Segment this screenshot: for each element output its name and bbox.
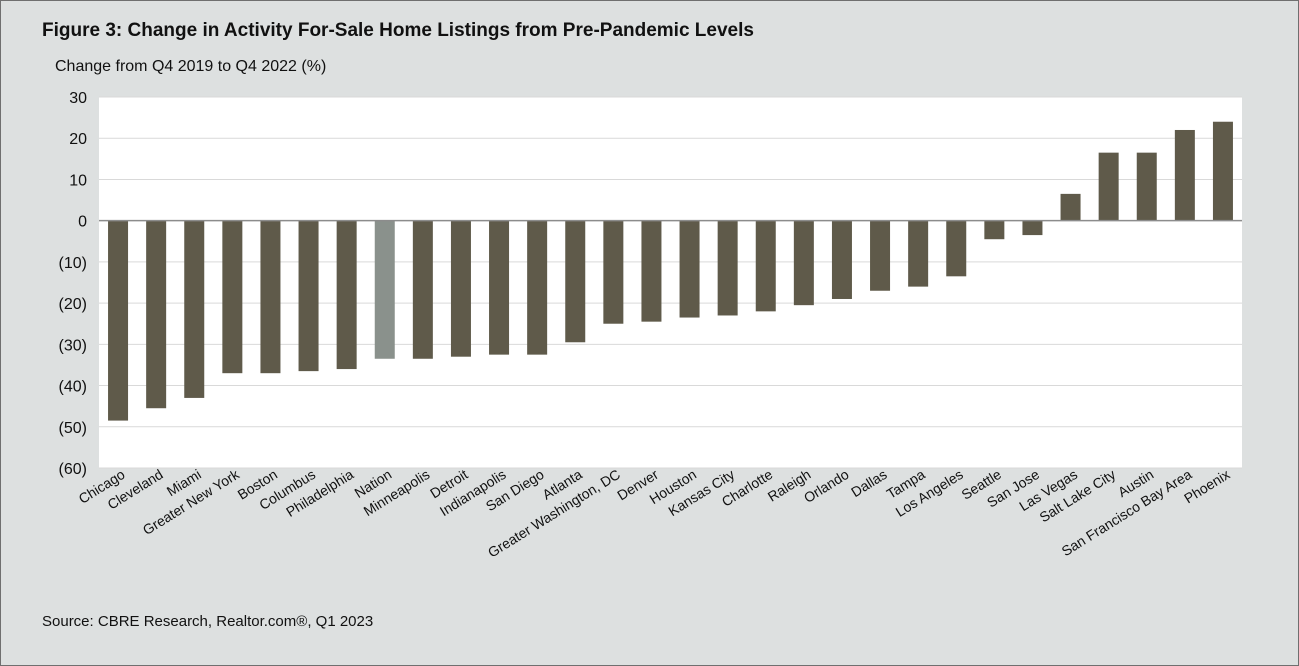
y-tick-label: 0 <box>78 214 87 231</box>
bar <box>412 220 433 359</box>
figure-title: Figure 3: Change in Activity For-Sale Ho… <box>42 20 754 41</box>
plot-area <box>99 97 1242 468</box>
y-tick-label: (30) <box>59 337 87 354</box>
bar <box>146 220 167 409</box>
bar <box>450 220 471 357</box>
bar <box>184 220 205 398</box>
bar <box>755 220 776 312</box>
bar <box>298 220 319 372</box>
bar <box>108 220 129 421</box>
bar <box>222 220 243 374</box>
bar <box>374 220 395 359</box>
bar <box>984 220 1005 240</box>
bar <box>527 220 548 355</box>
source-note: Source: CBRE Research, Realtor.com®, Q1 … <box>42 613 374 630</box>
bar <box>641 220 662 322</box>
bar <box>679 220 700 318</box>
bar <box>908 220 929 287</box>
y-tick-label: (40) <box>59 379 87 396</box>
bar <box>946 220 967 277</box>
bar <box>603 220 624 324</box>
bar <box>1174 129 1195 221</box>
y-tick-label: 10 <box>69 172 87 189</box>
y-tick-label: (10) <box>59 255 87 272</box>
bar <box>336 220 357 370</box>
bar <box>1212 121 1233 221</box>
y-tick-label: (20) <box>59 296 87 313</box>
bar <box>1022 220 1043 236</box>
bar <box>1136 152 1157 221</box>
bar <box>260 220 281 374</box>
y-tick-label: 30 <box>69 90 87 107</box>
bar <box>793 220 814 306</box>
bar <box>489 220 510 355</box>
y-axis-label: Change from Q4 2019 to Q4 2022 (%) <box>55 58 327 75</box>
bar <box>717 220 738 316</box>
y-tick-label: (50) <box>59 420 87 437</box>
bar <box>831 220 852 299</box>
bar <box>1098 152 1119 221</box>
bar <box>870 220 891 291</box>
y-tick-label: 20 <box>69 131 87 148</box>
y-tick-label: (60) <box>59 461 87 478</box>
x-tick-label: Dallas <box>848 466 889 500</box>
bar <box>565 220 586 343</box>
bar <box>1060 193 1081 221</box>
